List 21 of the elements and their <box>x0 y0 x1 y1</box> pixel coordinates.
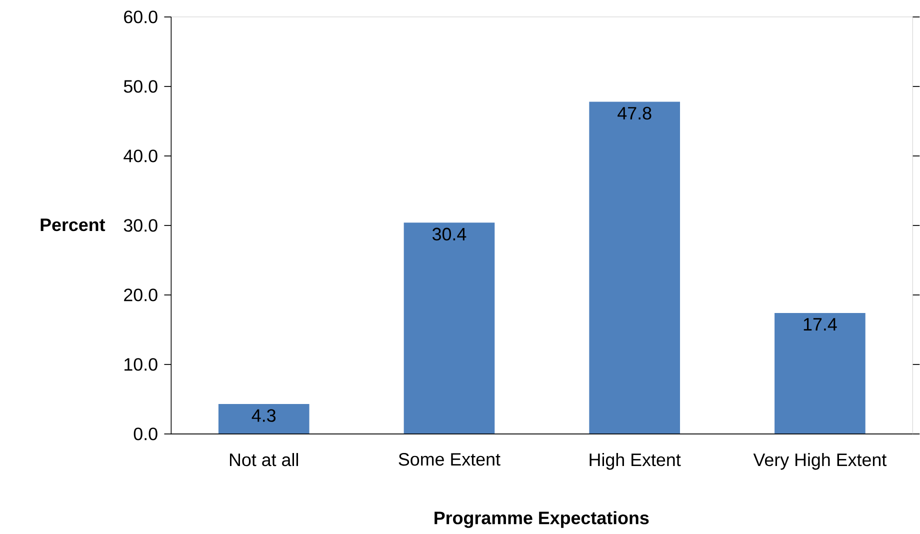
x-tick-label: Some Extent <box>398 452 500 466</box>
data-label: 47.8 <box>618 106 652 120</box>
x-tick-label: Very High Extent <box>753 452 887 470</box>
data-label: 4.3 <box>252 408 276 422</box>
y-tick-label: 30.0 <box>124 218 158 232</box>
bar <box>589 101 680 434</box>
y-tick-label: 50.0 <box>124 80 158 93</box>
y-axis-title: Percent <box>40 218 106 231</box>
y-tick-label: 20.0 <box>124 288 158 302</box>
y-tick-label: 0.0 <box>134 427 158 440</box>
y-tick-label: 40.0 <box>124 149 158 162</box>
x-tick-label: Not at all <box>230 452 298 466</box>
x-axis-title: Programme Expectations <box>434 510 649 528</box>
bar <box>404 222 495 434</box>
data-label: 30.4 <box>432 228 466 240</box>
y-tick-label: 60.0 <box>124 10 158 24</box>
x-tick-label: High Extent <box>590 452 681 470</box>
bar <box>774 312 866 434</box>
data-label: 17.4 <box>804 318 837 330</box>
bar <box>218 404 310 434</box>
y-tick-label: 10.0 <box>124 358 158 371</box>
